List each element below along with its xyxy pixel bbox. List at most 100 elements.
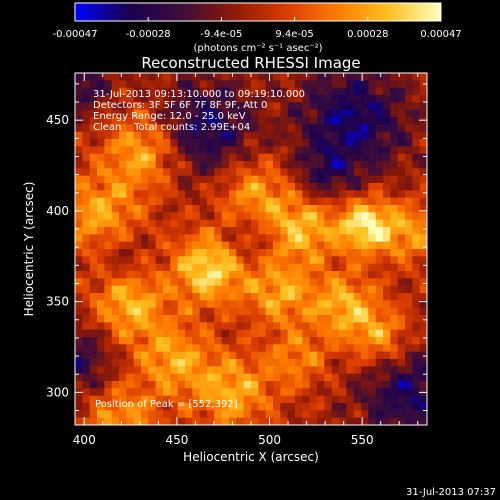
heatmap-cell — [155, 227, 164, 235]
heatmap-cell — [295, 139, 303, 147]
heatmap-cell — [126, 329, 135, 338]
heatmap-cell — [119, 293, 127, 301]
heatmap-cell — [317, 271, 325, 279]
heatmap-cell — [177, 351, 186, 360]
annotation-time-range: 31-Jul-2013 09:13:10.000 to 09:19:10.000 — [93, 89, 305, 100]
heatmap-cell — [221, 234, 230, 243]
heatmap-cell — [295, 219, 303, 228]
heatmap-cell — [280, 271, 289, 279]
heatmap-cell — [236, 212, 245, 221]
heatmap-cell — [163, 161, 171, 169]
heatmap-cell — [397, 278, 406, 287]
heatmap-cell — [155, 366, 164, 375]
heatmap-cell — [207, 337, 215, 345]
heatmap-cell — [207, 102, 215, 111]
heatmap-cell — [133, 285, 142, 294]
heatmap-cell — [251, 87, 259, 96]
heatmap-cell — [111, 131, 120, 140]
heatmap-cell — [75, 381, 83, 389]
heatmap-cell — [331, 344, 340, 353]
heatmap-cell — [111, 190, 120, 199]
heatmap-cell — [258, 344, 267, 353]
heatmap-cell — [405, 263, 413, 272]
heatmap-cell — [353, 241, 362, 250]
heatmap-cell — [155, 344, 164, 353]
heatmap-cell — [89, 366, 98, 375]
heatmap-cell — [251, 131, 259, 140]
heatmap-cell — [97, 256, 105, 265]
heatmap-cell — [199, 403, 208, 411]
heatmap-cell — [273, 205, 281, 213]
heatmap-cell — [229, 117, 237, 125]
heatmap-cell — [346, 87, 355, 96]
heatmap-cell — [119, 241, 127, 250]
heatmap-cell — [214, 315, 223, 323]
heatmap-cell — [390, 139, 399, 147]
heatmap-cell — [324, 146, 333, 155]
heatmap-cell — [324, 263, 333, 272]
heatmap-cell — [199, 153, 208, 162]
heatmap-cell — [251, 351, 259, 360]
heatmap-cell — [368, 337, 377, 345]
heatmap-cell — [331, 249, 340, 257]
heatmap-cell — [251, 388, 259, 397]
heatmap-cell — [353, 139, 362, 147]
heatmap-cell — [361, 271, 369, 279]
heatmap-cell — [258, 388, 267, 397]
heatmap-cell — [119, 153, 127, 162]
heatmap-cell — [82, 285, 91, 294]
heatmap-cell — [177, 388, 186, 397]
heatmap-cell — [258, 95, 267, 103]
heatmap-cell — [302, 153, 311, 162]
heatmap-cell — [199, 131, 208, 140]
heatmap-cell — [280, 395, 289, 404]
heatmap-cell — [280, 344, 289, 353]
heatmap-cell — [339, 373, 347, 382]
heatmap-cell — [214, 388, 223, 397]
heatmap-cell — [170, 395, 179, 404]
heatmap-cell — [192, 205, 201, 213]
heatmap-cell — [75, 395, 83, 404]
heatmap-cell — [229, 139, 237, 147]
heatmap-cell — [148, 285, 157, 294]
heatmap-cell — [265, 139, 274, 147]
heatmap-cell — [265, 278, 274, 287]
heatmap-cell — [89, 219, 98, 228]
heatmap-cell — [309, 168, 318, 177]
heatmap-cell — [375, 388, 384, 397]
heatmap-cell — [397, 109, 406, 118]
heatmap-cell — [126, 315, 135, 323]
heatmap-cell — [75, 366, 83, 375]
heatmap-cell — [258, 271, 267, 279]
heatmap-cell — [214, 161, 223, 169]
heatmap-cell — [412, 256, 421, 265]
colorbar-tick-label: -0.00028 — [126, 29, 171, 40]
heatmap-cell — [331, 175, 340, 184]
y-tick-label: 400 — [46, 204, 69, 218]
heatmap-cell — [397, 146, 406, 155]
heatmap-cell — [251, 417, 259, 425]
heatmap-cell — [375, 183, 384, 191]
heatmap-cell — [185, 131, 193, 140]
heatmap-cell — [141, 146, 149, 155]
heatmap-cell — [104, 366, 113, 375]
heatmap-cell — [148, 219, 157, 228]
heatmap-cell — [141, 234, 149, 243]
heatmap-cell — [199, 234, 208, 243]
heatmap-cell — [251, 80, 259, 89]
heatmap-cell — [287, 161, 296, 169]
heatmap-cell — [133, 373, 142, 382]
heatmap-cell — [141, 197, 149, 206]
heatmap-cell — [324, 417, 333, 425]
heatmap-cell — [185, 168, 193, 177]
heatmap-cell — [221, 271, 230, 279]
heatmap-cell — [133, 307, 142, 316]
heatmap-cell — [375, 175, 384, 184]
heatmap-cell — [126, 197, 135, 206]
heatmap-cell — [419, 256, 427, 265]
heatmap-cell — [346, 410, 355, 419]
heatmap-cell — [368, 241, 377, 250]
heatmap-cell — [265, 395, 274, 404]
heatmap-cell — [133, 322, 142, 331]
heatmap-cell — [243, 153, 252, 162]
